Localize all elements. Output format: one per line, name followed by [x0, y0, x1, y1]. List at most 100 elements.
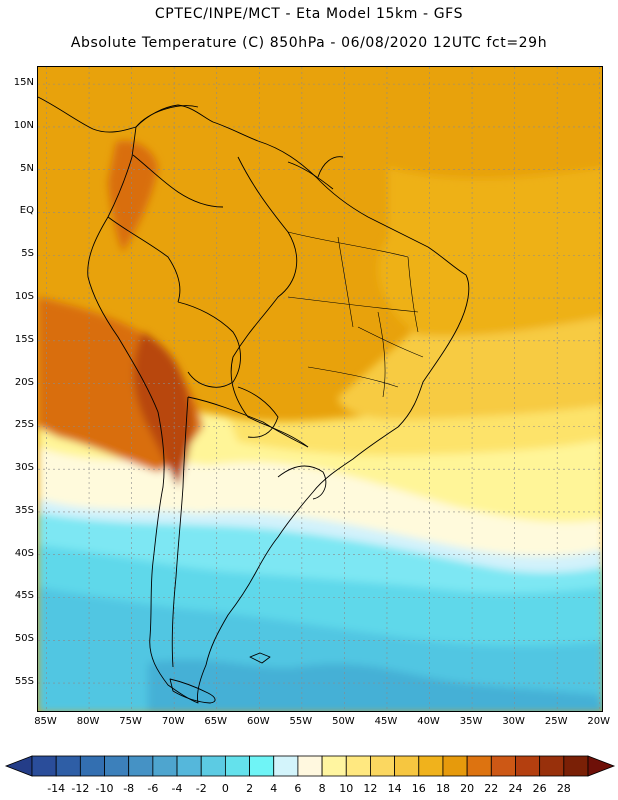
peru-border: [107, 216, 181, 303]
colorbar-tick-label: 18: [435, 782, 450, 795]
colorbar-tick-label: -14: [47, 782, 66, 795]
longitude-label: 50W: [332, 716, 355, 727]
colorbar-swatch: [104, 755, 130, 777]
colorbar-tick-label: 28: [556, 782, 571, 795]
colorbar-tick-label: -6: [147, 782, 159, 795]
colorbar-swatch: [200, 755, 226, 777]
latitude-label: 15S: [14, 333, 34, 345]
temperature-map-canvas: [38, 67, 602, 711]
colorbar-swatch: [297, 755, 323, 777]
latitude-label: 5N: [20, 162, 34, 174]
central-america-coastline: [38, 96, 137, 133]
latitude-label: 40S: [14, 547, 34, 559]
colorbar-underflow-arrow: [4, 755, 33, 777]
colorbar-swatch: [321, 755, 347, 777]
colorbar-swatch: [79, 755, 105, 777]
latitude-label: 5S: [21, 248, 34, 260]
longitude-label: 80W: [76, 716, 100, 727]
colorbar-tick-label: -10: [95, 782, 114, 795]
longitude-label: 65W: [204, 716, 228, 727]
temp-band-plus28: [133, 332, 193, 487]
argentina-chile-border: [171, 396, 189, 668]
colorbar-tick-label: 24: [508, 782, 523, 795]
falkland-islands: [249, 652, 271, 664]
colorbar-swatch: [563, 755, 589, 777]
temp-band-plus16: [378, 167, 602, 336]
longitude-label: 25W: [544, 716, 568, 727]
colorbar-tick-label: 12: [363, 782, 378, 795]
colorbar-tick-label: 16: [411, 782, 426, 795]
colombia-border: [132, 154, 224, 208]
latitude-label: 35S: [14, 504, 34, 516]
longitude-label: 35W: [459, 716, 483, 727]
latitude-label: 55S: [14, 676, 34, 688]
colorbar-tick-label: 6: [294, 782, 302, 795]
south-america-coastline: [87, 104, 470, 704]
latitude-label: 25S: [14, 419, 34, 431]
brazil-states: [287, 231, 424, 398]
colorbar-swatch: [55, 755, 81, 777]
country-borders: [38, 96, 470, 704]
temperature-colorbar: [4, 755, 616, 777]
latitude-label: 30S: [14, 462, 34, 474]
colorbar-swatch: [466, 755, 492, 777]
temperature-map[interactable]: [37, 66, 603, 712]
colorbar-tick-label: 20: [460, 782, 475, 795]
colorbar-tick-label: 10: [339, 782, 354, 795]
colorbar-tick-label: -8: [123, 782, 135, 795]
longitude-label: 70W: [161, 716, 185, 727]
map-title-line-1: CPTEC/INPE/MCT - Eta Model 15km - GFS: [154, 6, 464, 22]
colorbar-swatch: [515, 755, 541, 777]
colorbar-swatch: [539, 755, 565, 777]
argentina-north-border: [187, 396, 309, 448]
latitude-label: EQ: [19, 205, 34, 217]
colorbar-tick-label: 14: [387, 782, 402, 795]
colorbar-swatch: [490, 755, 516, 777]
colorbar-swatch: [249, 755, 275, 777]
colorbar-tick-label: 26: [532, 782, 547, 795]
temp-band-minus2: [148, 659, 602, 711]
latitude-label: 10N: [13, 119, 34, 131]
colorbar-swatch: [418, 755, 444, 777]
latitude-label: 10S: [14, 291, 34, 303]
colorbar-swatch: [394, 755, 420, 777]
longitude-label: 40W: [417, 716, 440, 727]
latitude-label: 15N: [13, 77, 34, 89]
latitude-label: 20S: [14, 376, 34, 388]
colorbar-overflow-arrow: [587, 755, 616, 777]
longitude-label: 85W: [34, 716, 57, 727]
latitude-label: 45S: [14, 590, 34, 602]
uruguay-border: [277, 465, 327, 500]
colorbar-tick-label: 22: [484, 782, 499, 795]
colorbar-tick-label: 0: [221, 782, 229, 795]
colorbar-tick-label: 2: [246, 782, 254, 795]
map-graticule: [38, 67, 602, 711]
colorbar-swatch: [442, 755, 468, 777]
map-title-line-2: Absolute Temperature (C) 850hPa - 06/08/…: [70, 35, 548, 51]
tierra-del-fuego: [169, 678, 216, 704]
colorbar-swatch: [224, 755, 250, 777]
longitude-label: 30W: [502, 716, 525, 727]
longitude-label: 55W: [289, 716, 313, 727]
colorbar-tick-label: -4: [171, 782, 183, 795]
colorbar-swatch: [370, 755, 396, 777]
guianas-border: [287, 156, 344, 190]
colorbar-swatch: [128, 755, 154, 777]
longitude-label: 20W: [587, 716, 611, 727]
colorbar-swatch: [152, 755, 178, 777]
brazil-border: [230, 156, 309, 448]
colorbar-swatch: [273, 755, 299, 777]
colorbar-tick-label: 8: [318, 782, 326, 795]
longitude-label: 60W: [246, 716, 270, 727]
temp-band-plus14: [338, 307, 602, 420]
colorbar-tick-label: -2: [195, 782, 207, 795]
colorbar-tick-label: -12: [71, 782, 90, 795]
temp-band-plus22-north: [108, 140, 158, 252]
longitude-label: 45W: [374, 716, 398, 727]
longitude-label: 75W: [119, 716, 142, 727]
colorbar-swatch: [345, 755, 371, 777]
caribbean-coast: [135, 105, 199, 128]
colorbar-swatch: [176, 755, 202, 777]
bolivia-border: [177, 301, 241, 388]
paraguay-border: [237, 386, 279, 438]
